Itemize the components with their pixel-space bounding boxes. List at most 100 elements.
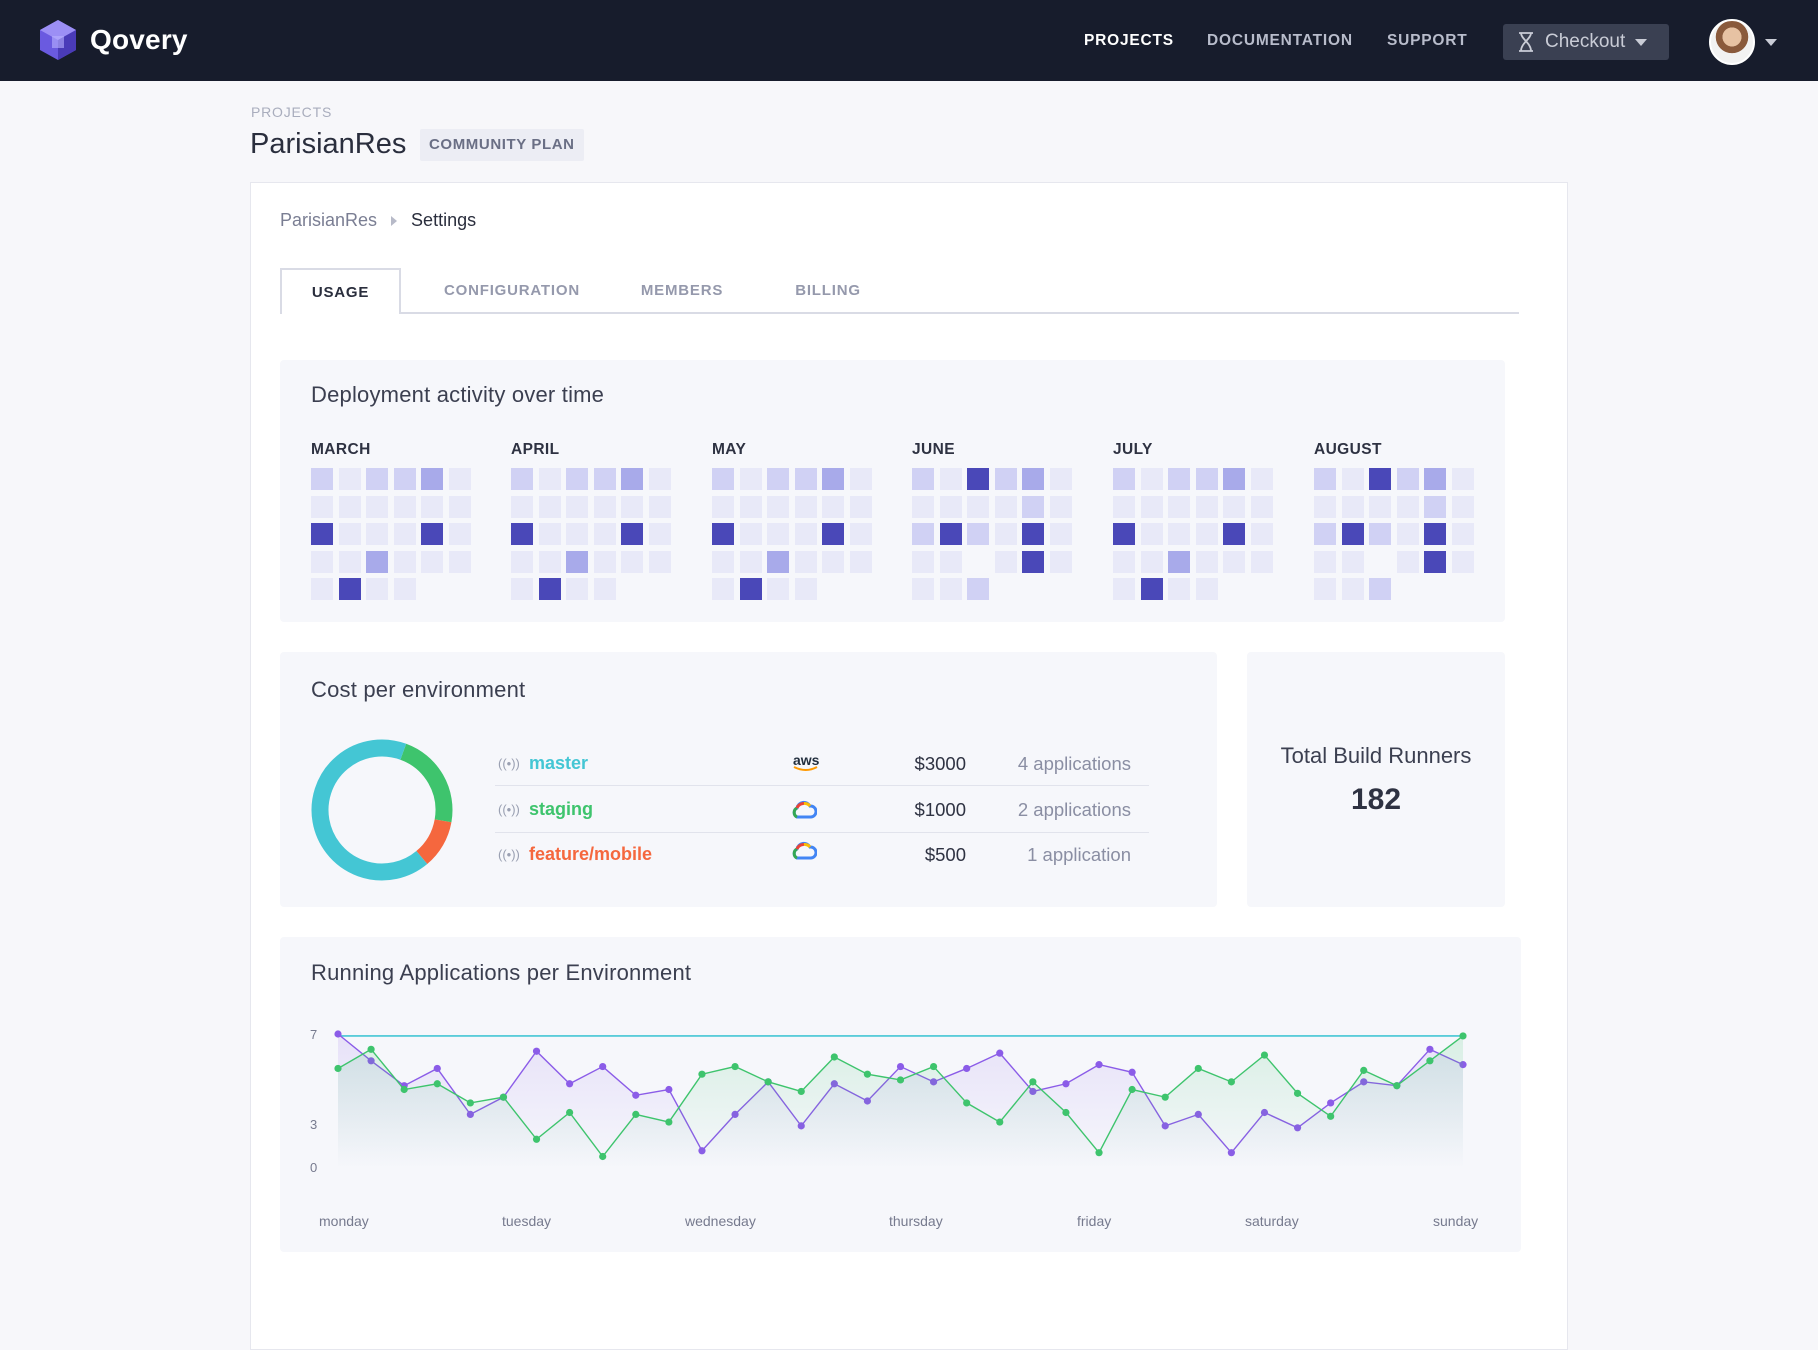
activity-cell[interactable] bbox=[739, 468, 762, 490]
activity-cell[interactable] bbox=[538, 550, 561, 573]
data-point[interactable] bbox=[698, 1070, 706, 1078]
nav-support[interactable]: SUPPORT bbox=[1387, 32, 1468, 49]
activity-cell[interactable] bbox=[1168, 495, 1190, 518]
environment-name[interactable]: feature/mobile bbox=[529, 844, 653, 864]
activity-cell[interactable] bbox=[1223, 495, 1245, 518]
activity-cell[interactable] bbox=[794, 468, 817, 490]
activity-cell[interactable] bbox=[1049, 523, 1072, 545]
activity-cell[interactable] bbox=[311, 468, 333, 490]
activity-cell[interactable] bbox=[912, 468, 934, 490]
data-point[interactable] bbox=[863, 1070, 872, 1078]
data-point[interactable] bbox=[599, 1062, 607, 1071]
activity-cell[interactable] bbox=[939, 523, 962, 545]
activity-cell[interactable] bbox=[1195, 550, 1218, 573]
data-point[interactable] bbox=[1095, 1149, 1103, 1157]
data-point[interactable] bbox=[929, 1062, 938, 1071]
activity-cell[interactable] bbox=[621, 495, 643, 518]
activity-cell[interactable] bbox=[1049, 495, 1072, 518]
activity-cell[interactable] bbox=[338, 523, 361, 545]
activity-cell[interactable] bbox=[593, 495, 616, 518]
data-point[interactable] bbox=[1426, 1057, 1434, 1065]
activity-cell[interactable] bbox=[912, 578, 934, 600]
activity-cell[interactable] bbox=[739, 550, 762, 573]
activity-cell[interactable] bbox=[1314, 468, 1336, 490]
activity-cell[interactable] bbox=[767, 495, 789, 518]
data-point[interactable] bbox=[1327, 1112, 1335, 1120]
data-point[interactable] bbox=[334, 1030, 342, 1038]
data-point[interactable] bbox=[1095, 1061, 1103, 1069]
data-point[interactable] bbox=[632, 1091, 640, 1099]
data-point[interactable] bbox=[731, 1062, 739, 1071]
activity-cell[interactable] bbox=[1250, 495, 1273, 518]
activity-cell[interactable] bbox=[1049, 550, 1072, 573]
activity-cell[interactable] bbox=[712, 468, 734, 490]
data-point[interactable] bbox=[996, 1049, 1004, 1057]
activity-cell[interactable] bbox=[566, 495, 588, 518]
activity-cell[interactable] bbox=[994, 468, 1017, 490]
activity-cell[interactable] bbox=[621, 550, 643, 573]
activity-cell[interactable] bbox=[1396, 550, 1419, 573]
data-point[interactable] bbox=[896, 1076, 905, 1084]
activity-cell[interactable] bbox=[648, 468, 671, 490]
activity-cell[interactable] bbox=[1250, 468, 1273, 490]
activity-cell[interactable] bbox=[1250, 523, 1273, 545]
activity-cell[interactable] bbox=[967, 523, 989, 545]
activity-cell[interactable] bbox=[967, 468, 989, 490]
data-point[interactable] bbox=[334, 1064, 342, 1073]
data-point[interactable] bbox=[764, 1078, 772, 1086]
tab-members[interactable]: MEMBERS bbox=[640, 282, 724, 299]
activity-cell[interactable] bbox=[1451, 550, 1474, 573]
activity-cell[interactable] bbox=[511, 523, 533, 545]
activity-cell[interactable] bbox=[511, 550, 533, 573]
data-point[interactable] bbox=[797, 1087, 805, 1096]
data-point[interactable] bbox=[367, 1045, 375, 1053]
activity-cell[interactable] bbox=[1022, 550, 1044, 573]
data-point[interactable] bbox=[433, 1064, 441, 1073]
data-point[interactable] bbox=[433, 1080, 441, 1088]
activity-cell[interactable] bbox=[1113, 523, 1135, 545]
activity-cell[interactable] bbox=[1396, 523, 1419, 545]
data-point[interactable] bbox=[1194, 1064, 1202, 1073]
activity-cell[interactable] bbox=[511, 578, 533, 600]
activity-cell[interactable] bbox=[1369, 468, 1391, 490]
activity-cell[interactable] bbox=[448, 523, 471, 545]
activity-cell[interactable] bbox=[566, 550, 588, 573]
activity-cell[interactable] bbox=[366, 523, 388, 545]
environment-selector[interactable]: Checkout bbox=[1503, 24, 1669, 60]
activity-cell[interactable] bbox=[1250, 550, 1273, 573]
data-point[interactable] bbox=[400, 1085, 408, 1094]
activity-cell[interactable] bbox=[448, 550, 471, 573]
activity-cell[interactable] bbox=[338, 495, 361, 518]
activity-cell[interactable] bbox=[1396, 495, 1419, 518]
data-point[interactable] bbox=[1128, 1068, 1136, 1076]
activity-cell[interactable] bbox=[912, 523, 934, 545]
activity-cell[interactable] bbox=[593, 578, 616, 600]
activity-cell[interactable] bbox=[421, 523, 443, 545]
data-point[interactable] bbox=[1459, 1032, 1467, 1040]
activity-cell[interactable] bbox=[511, 495, 533, 518]
activity-cell[interactable] bbox=[912, 550, 934, 573]
activity-cell[interactable] bbox=[366, 550, 388, 573]
activity-cell[interactable] bbox=[1424, 468, 1446, 490]
activity-cell[interactable] bbox=[1341, 523, 1364, 545]
data-point[interactable] bbox=[1393, 1082, 1401, 1090]
data-point[interactable] bbox=[1062, 1080, 1070, 1088]
activity-cell[interactable] bbox=[1022, 495, 1044, 518]
data-point[interactable] bbox=[1327, 1099, 1335, 1107]
tab-billing[interactable]: BILLING bbox=[795, 282, 861, 299]
activity-cell[interactable] bbox=[767, 578, 789, 600]
activity-cell[interactable] bbox=[338, 578, 361, 600]
activity-cell[interactable] bbox=[767, 468, 789, 490]
data-point[interactable] bbox=[996, 1118, 1004, 1126]
activity-cell[interactable] bbox=[994, 550, 1017, 573]
activity-cell[interactable] bbox=[1140, 495, 1163, 518]
activity-cell[interactable] bbox=[1369, 495, 1391, 518]
activity-cell[interactable] bbox=[1168, 578, 1190, 600]
activity-cell[interactable] bbox=[311, 523, 333, 545]
activity-cell[interactable] bbox=[1314, 495, 1336, 518]
data-point[interactable] bbox=[1360, 1066, 1368, 1074]
data-point[interactable] bbox=[532, 1135, 541, 1143]
activity-cell[interactable] bbox=[822, 468, 844, 490]
nav-documentation[interactable]: DOCUMENTATION bbox=[1207, 32, 1353, 49]
activity-cell[interactable] bbox=[712, 523, 734, 545]
